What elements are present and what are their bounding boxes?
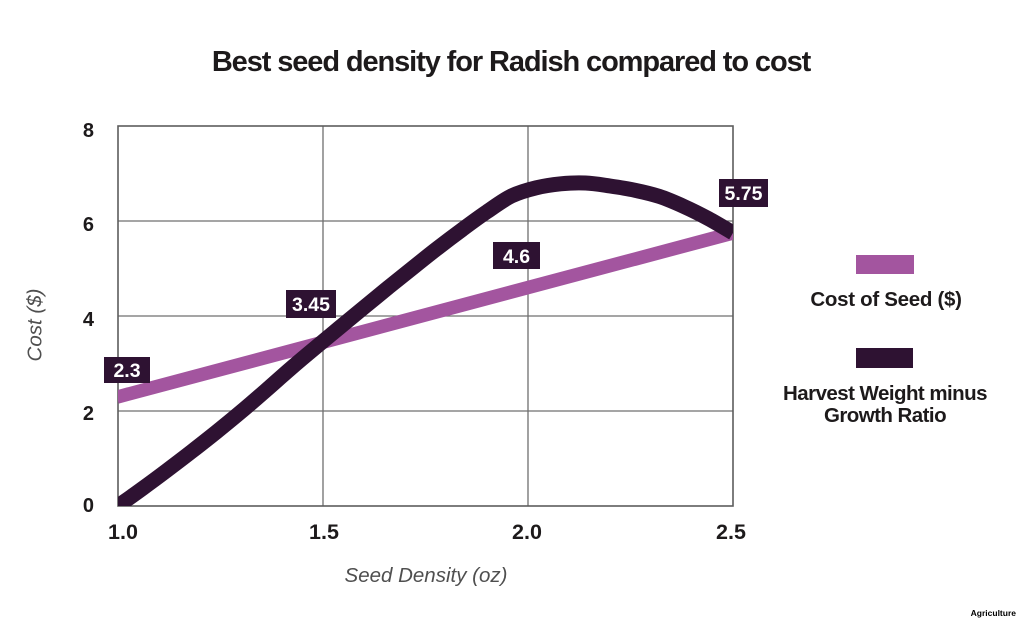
svg-text:4: 4 <box>83 309 95 331</box>
svg-text:5.75: 5.75 <box>725 183 763 205</box>
svg-text:1.0: 1.0 <box>108 520 138 544</box>
svg-text:Growth Ratio: Growth Ratio <box>824 404 946 427</box>
svg-text:2.5: 2.5 <box>716 520 746 544</box>
svg-text:Harvest Weight minus: Harvest Weight minus <box>783 382 987 405</box>
svg-text:Best seed density for Radish c: Best seed density for Radish compared to… <box>212 46 812 78</box>
svg-text:Cost ($): Cost ($) <box>24 289 47 362</box>
svg-text:2.0: 2.0 <box>512 520 542 544</box>
svg-text:8: 8 <box>83 120 94 142</box>
svg-text:2: 2 <box>83 403 94 425</box>
svg-text:1.5: 1.5 <box>309 520 339 544</box>
svg-text:6: 6 <box>83 214 94 236</box>
svg-text:4.6: 4.6 <box>503 246 530 268</box>
svg-text:3.45: 3.45 <box>292 294 330 316</box>
svg-text:0: 0 <box>83 495 94 517</box>
svg-text:Cost of Seed ($): Cost of Seed ($) <box>810 288 961 311</box>
svg-text:2.3: 2.3 <box>113 360 140 382</box>
svg-text:Agriculture: Agriculture <box>971 608 1017 618</box>
svg-text:Seed Density (oz): Seed Density (oz) <box>345 564 508 587</box>
